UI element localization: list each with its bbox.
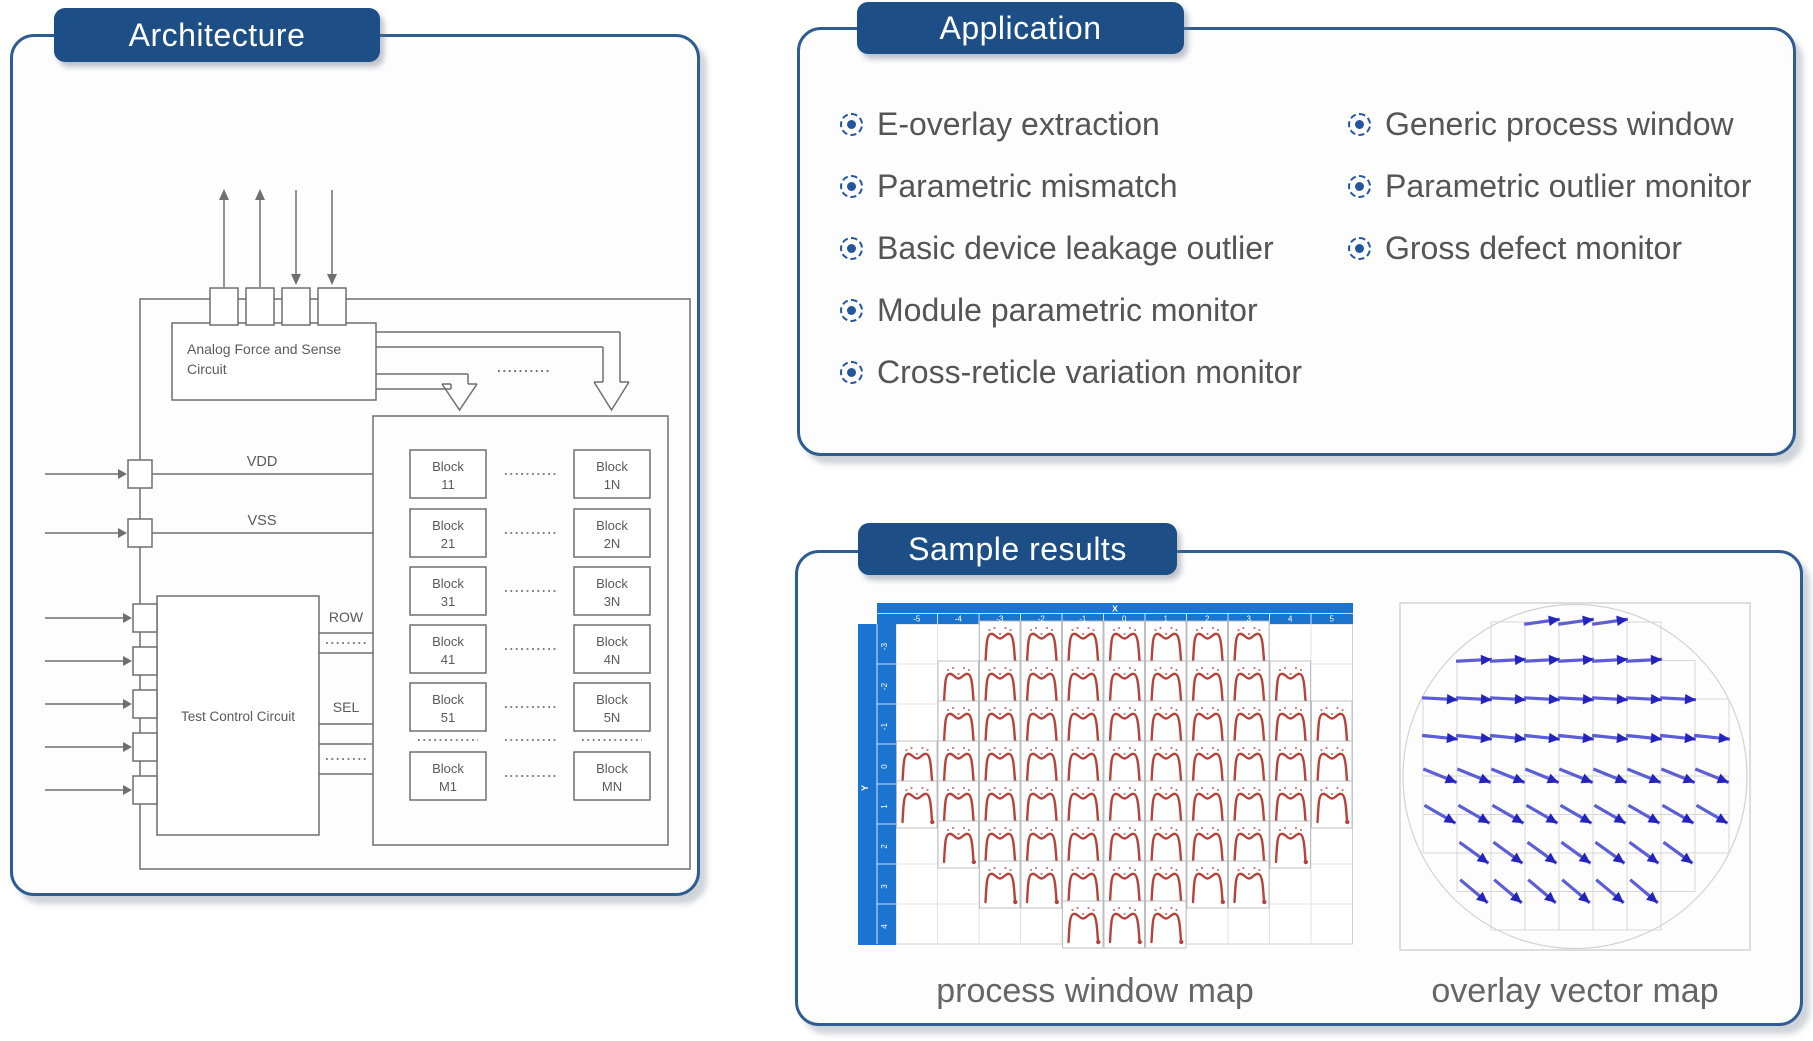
application-item-label: E-overlay extraction xyxy=(877,105,1160,142)
bullet-dot-icon xyxy=(1355,119,1364,129)
dotted-circle-bullet-icon xyxy=(840,236,863,260)
bullet-dot-icon xyxy=(847,367,856,377)
application-item: Parametric outlier monitor xyxy=(1348,164,1751,208)
application-item: Generic process window xyxy=(1348,102,1734,146)
dotted-circle-bullet-icon xyxy=(1348,112,1371,136)
dotted-circle-bullet-icon xyxy=(840,174,863,198)
dotted-circle-bullet-icon xyxy=(840,298,863,322)
bullet-dot-icon xyxy=(1355,243,1364,253)
application-title-badge: Application xyxy=(857,2,1184,54)
application-item-label: Basic device leakage outlier xyxy=(877,229,1274,266)
application-item: E-overlay extraction xyxy=(840,102,1160,146)
bullet-dot-icon xyxy=(847,181,856,191)
bullet-dot-icon xyxy=(847,119,856,129)
dotted-circle-bullet-icon xyxy=(840,112,863,136)
application-item-label: Module parametric monitor xyxy=(877,291,1258,328)
architecture-panel xyxy=(10,34,700,896)
application-item-label: Cross-reticle variation monitor xyxy=(877,353,1303,390)
application-item-label: Gross defect monitor xyxy=(1385,229,1682,266)
bullet-dot-icon xyxy=(1355,181,1364,191)
overlay-vector-map-caption: overlay vector map xyxy=(1431,972,1719,1010)
application-item-label: Generic process window xyxy=(1385,105,1734,142)
application-item-label: Parametric outlier monitor xyxy=(1385,167,1752,204)
application-item: Gross defect monitor xyxy=(1348,226,1682,270)
application-panel xyxy=(797,27,1796,456)
dotted-circle-bullet-icon xyxy=(1348,236,1371,260)
sample-results-panel xyxy=(795,550,1803,1026)
application-item: Module parametric monitor xyxy=(840,288,1258,332)
dotted-circle-bullet-icon xyxy=(840,360,863,384)
application-item: Parametric mismatch xyxy=(840,164,1178,208)
application-item-label: Parametric mismatch xyxy=(877,167,1178,204)
bullet-dot-icon xyxy=(847,243,856,253)
bullet-dot-icon xyxy=(847,305,856,315)
architecture-title-badge: Architecture xyxy=(54,8,380,62)
sample-results-title-badge: Sample results xyxy=(858,523,1177,575)
process-window-map-caption: process window map xyxy=(936,972,1254,1010)
application-item: Basic device leakage outlier xyxy=(840,226,1274,270)
dotted-circle-bullet-icon xyxy=(1348,174,1371,198)
application-item: Cross-reticle variation monitor xyxy=(840,350,1302,394)
